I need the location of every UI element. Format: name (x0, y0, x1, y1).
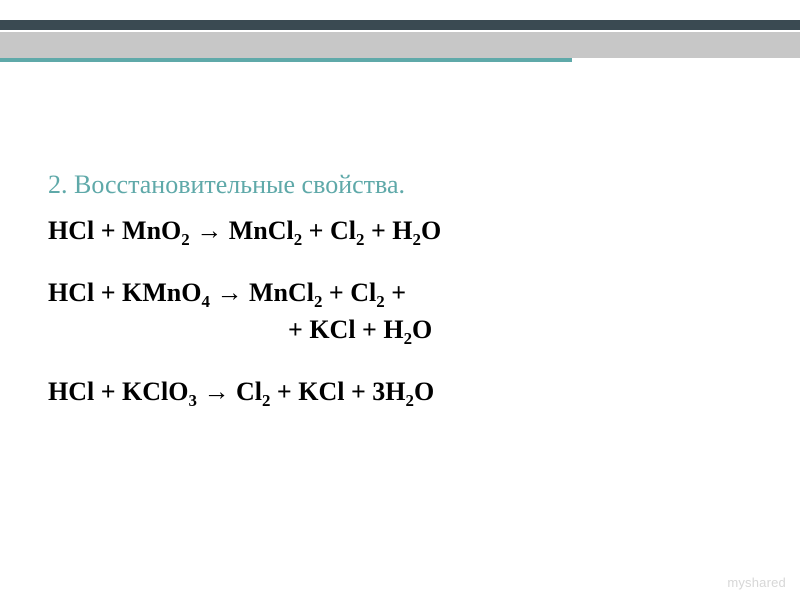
band-thin-line-1 (572, 38, 800, 40)
band-dark (0, 20, 800, 30)
band-gray (0, 32, 800, 58)
band-thin-line-2 (572, 50, 800, 52)
band-accent (0, 58, 572, 62)
section-heading: 2. Восстановительные свойства. (48, 170, 752, 200)
slide: 2. Восстановительные свойства. HCl + MnO… (0, 0, 800, 600)
equation-3: HCl + KClO3 → Cl2 + KCl + 3H2O (48, 373, 752, 411)
content-area: 2. Восстановительные свойства. HCl + MnO… (48, 170, 752, 435)
equation-2-line1: HCl + KMnO4 → MnCl2 + Cl2 + (48, 274, 752, 312)
watermark: myshared (727, 575, 786, 590)
equation-1: HCl + MnO2 → MnCl2 + Cl2 + H2O (48, 212, 752, 250)
band-spacer (0, 0, 800, 20)
equation-2-line2: + KCl + H2O (48, 311, 752, 349)
top-decoration (0, 0, 800, 68)
